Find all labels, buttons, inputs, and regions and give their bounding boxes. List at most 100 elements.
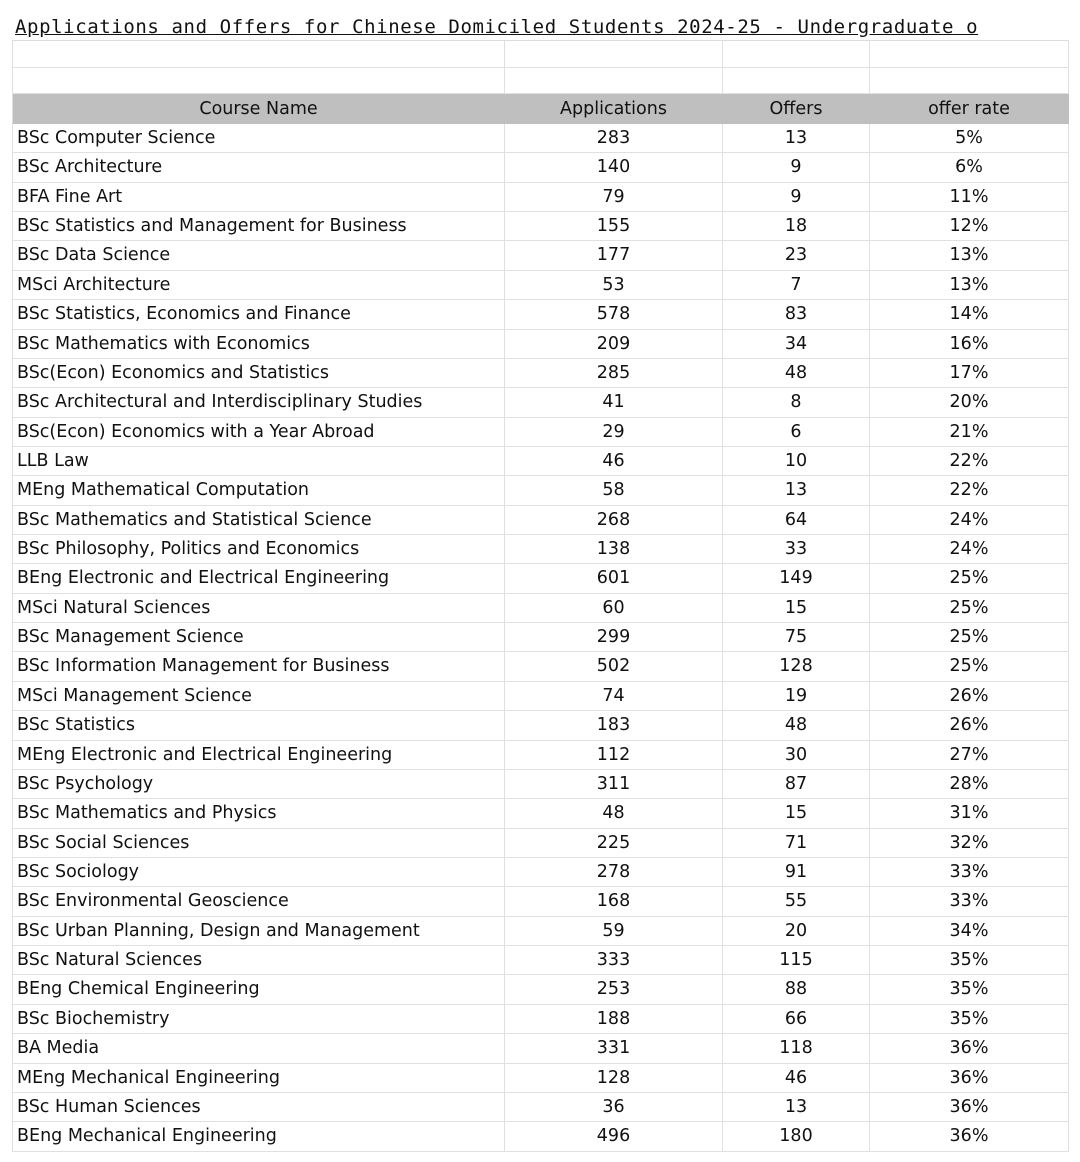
offer-rate-cell[interactable]: 32% <box>870 828 1069 858</box>
offers-cell[interactable]: 13 <box>723 1092 870 1123</box>
offer-rate-cell[interactable]: 22% <box>870 446 1069 477</box>
course-name-cell[interactable]: BSc Statistics, Economics and Finance <box>12 300 505 330</box>
offer-rate-cell[interactable]: 28% <box>870 769 1069 800</box>
course-name-cell[interactable]: BSc Mathematics with Economics <box>12 329 505 359</box>
offer-rate-cell[interactable]: 35% <box>870 975 1069 1005</box>
applications-cell[interactable]: 112 <box>505 740 723 770</box>
cell[interactable] <box>870 67 1069 94</box>
applications-cell[interactable]: 79 <box>505 182 723 213</box>
offers-cell[interactable]: 34 <box>723 329 870 359</box>
course-name-cell[interactable]: BSc(Econ) Economics and Statistics <box>12 358 505 389</box>
header-offer-rate[interactable]: offer rate <box>870 94 1069 124</box>
offers-cell[interactable]: 8 <box>723 388 870 418</box>
offers-cell[interactable]: 13 <box>723 124 870 154</box>
applications-cell[interactable]: 60 <box>505 593 723 624</box>
offer-rate-cell[interactable]: 11% <box>870 182 1069 213</box>
offer-rate-cell[interactable]: 12% <box>870 212 1069 242</box>
offer-rate-cell[interactable]: 25% <box>870 564 1069 594</box>
course-name-cell[interactable]: BSc Biochemistry <box>12 1004 505 1035</box>
offers-cell[interactable]: 149 <box>723 564 870 594</box>
offers-cell[interactable]: 128 <box>723 652 870 682</box>
course-name-cell[interactable]: MSci Architecture <box>12 270 505 301</box>
offer-rate-cell[interactable]: 17% <box>870 358 1069 389</box>
course-name-cell[interactable]: BSc Management Science <box>12 623 505 653</box>
applications-cell[interactable]: 53 <box>505 270 723 301</box>
cell[interactable] <box>12 67 505 94</box>
course-name-cell[interactable]: BSc Architecture <box>12 153 505 183</box>
applications-cell[interactable]: 225 <box>505 828 723 858</box>
applications-cell[interactable]: 29 <box>505 417 723 447</box>
applications-cell[interactable]: 331 <box>505 1034 723 1064</box>
offers-cell[interactable]: 88 <box>723 975 870 1005</box>
applications-cell[interactable]: 168 <box>505 887 723 917</box>
offers-cell[interactable]: 46 <box>723 1063 870 1093</box>
offer-rate-cell[interactable]: 33% <box>870 857 1069 888</box>
applications-cell[interactable]: 188 <box>505 1004 723 1035</box>
header-offers[interactable]: Offers <box>723 94 870 124</box>
course-name-cell[interactable]: BSc Human Sciences <box>12 1092 505 1123</box>
offer-rate-cell[interactable]: 27% <box>870 740 1069 770</box>
offers-cell[interactable]: 6 <box>723 417 870 447</box>
course-name-cell[interactable]: BSc Mathematics and Statistical Science <box>12 505 505 536</box>
offers-cell[interactable]: 30 <box>723 740 870 770</box>
course-name-cell[interactable]: MEng Electronic and Electrical Engineeri… <box>12 740 505 770</box>
offer-rate-cell[interactable]: 26% <box>870 681 1069 712</box>
cell[interactable] <box>723 41 870 68</box>
offer-rate-cell[interactable]: 34% <box>870 916 1069 947</box>
course-name-cell[interactable]: BSc Information Management for Business <box>12 652 505 682</box>
offers-cell[interactable]: 13 <box>723 476 870 506</box>
course-name-cell[interactable]: BSc Sociology <box>12 857 505 888</box>
offers-cell[interactable]: 23 <box>723 241 870 271</box>
cell[interactable] <box>723 67 870 94</box>
applications-cell[interactable]: 253 <box>505 975 723 1005</box>
applications-cell[interactable]: 48 <box>505 799 723 829</box>
header-course-name[interactable]: Course Name <box>12 94 505 124</box>
offer-rate-cell[interactable]: 36% <box>870 1034 1069 1064</box>
applications-cell[interactable]: 58 <box>505 476 723 506</box>
applications-cell[interactable]: 496 <box>505 1122 723 1152</box>
offers-cell[interactable]: 91 <box>723 857 870 888</box>
applications-cell[interactable]: 601 <box>505 564 723 594</box>
course-name-cell[interactable]: BSc Data Science <box>12 241 505 271</box>
applications-cell[interactable]: 502 <box>505 652 723 682</box>
course-name-cell[interactable]: BSc Natural Sciences <box>12 946 505 976</box>
offer-rate-cell[interactable]: 6% <box>870 153 1069 183</box>
course-name-cell[interactable]: BSc Environmental Geoscience <box>12 887 505 917</box>
offer-rate-cell[interactable]: 25% <box>870 652 1069 682</box>
course-name-cell[interactable]: BEng Electronic and Electrical Engineeri… <box>12 564 505 594</box>
offer-rate-cell[interactable]: 31% <box>870 799 1069 829</box>
offers-cell[interactable]: 83 <box>723 300 870 330</box>
cell[interactable] <box>870 41 1069 68</box>
course-name-cell[interactable]: MEng Mathematical Computation <box>12 476 505 506</box>
offer-rate-cell[interactable]: 36% <box>870 1063 1069 1093</box>
course-name-cell[interactable]: MSci Natural Sciences <box>12 593 505 624</box>
offers-cell[interactable]: 9 <box>723 153 870 183</box>
cell[interactable] <box>505 67 723 94</box>
applications-cell[interactable]: 46 <box>505 446 723 477</box>
applications-cell[interactable]: 278 <box>505 857 723 888</box>
offers-cell[interactable]: 10 <box>723 446 870 477</box>
offer-rate-cell[interactable]: 25% <box>870 623 1069 653</box>
course-name-cell[interactable]: BSc Urban Planning, Design and Managemen… <box>12 916 505 947</box>
offers-cell[interactable]: 55 <box>723 887 870 917</box>
course-name-cell[interactable]: MEng Mechanical Engineering <box>12 1063 505 1093</box>
offers-cell[interactable]: 15 <box>723 799 870 829</box>
offers-cell[interactable]: 15 <box>723 593 870 624</box>
applications-cell[interactable]: 128 <box>505 1063 723 1093</box>
applications-cell[interactable]: 36 <box>505 1092 723 1123</box>
course-name-cell[interactable]: BSc Psychology <box>12 769 505 800</box>
course-name-cell[interactable]: BSc Social Sciences <box>12 828 505 858</box>
course-name-cell[interactable]: LLB Law <box>12 446 505 477</box>
applications-cell[interactable]: 285 <box>505 358 723 389</box>
offers-cell[interactable]: 118 <box>723 1034 870 1064</box>
course-name-cell[interactable]: BSc Statistics and Management for Busine… <box>12 212 505 242</box>
offers-cell[interactable]: 33 <box>723 535 870 565</box>
offers-cell[interactable]: 64 <box>723 505 870 536</box>
applications-cell[interactable]: 59 <box>505 916 723 947</box>
offer-rate-cell[interactable]: 33% <box>870 887 1069 917</box>
offer-rate-cell[interactable]: 36% <box>870 1092 1069 1123</box>
applications-cell[interactable]: 74 <box>505 681 723 712</box>
course-name-cell[interactable]: BEng Chemical Engineering <box>12 975 505 1005</box>
applications-cell[interactable]: 268 <box>505 505 723 536</box>
course-name-cell[interactable]: BSc Computer Science <box>12 124 505 154</box>
